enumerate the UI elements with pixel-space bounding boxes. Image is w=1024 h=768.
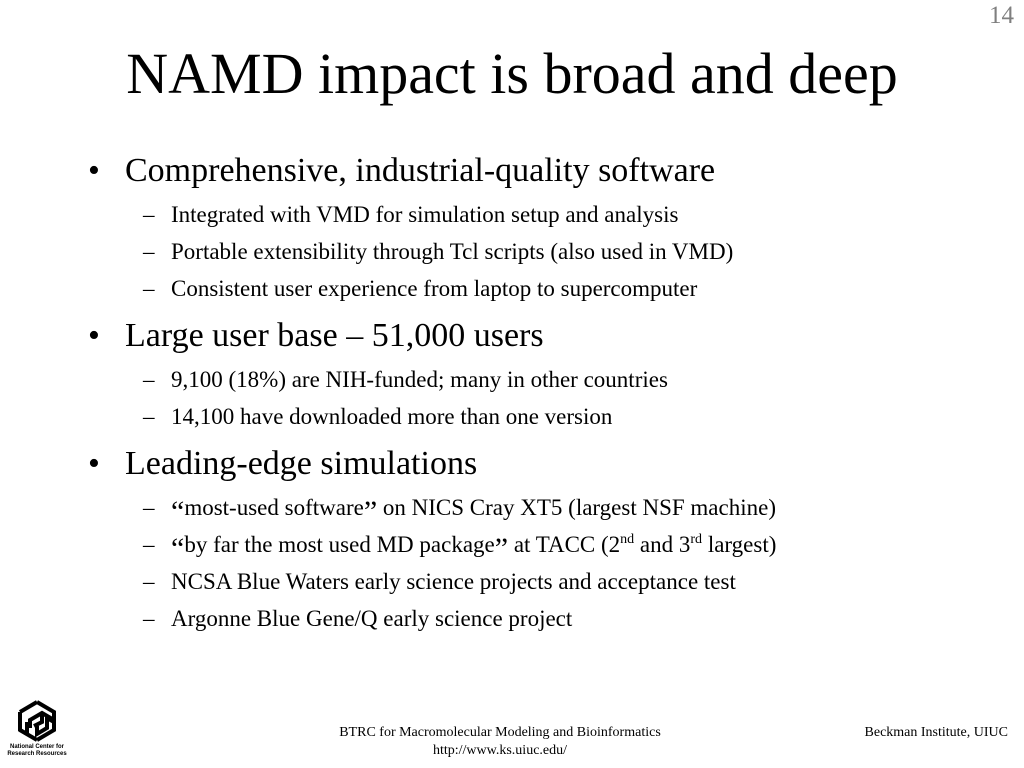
dash-marker: – (143, 532, 155, 557)
sub-bullet-text: “by far the most used MD package” at TAC… (171, 526, 777, 565)
dash-marker: – (143, 239, 155, 264)
sub-bullet-part: largest) (702, 532, 777, 557)
sub-bullet-item: – 9,100 (18%) are NIH-funded; many in ot… (88, 361, 988, 398)
close-quote: ” (363, 495, 378, 528)
superscript: nd (620, 532, 635, 547)
bullet-item: • Comprehensive, industrial-quality soft… (88, 150, 988, 192)
footer-url: http://www.ks.uiuc.edu/ (432, 743, 568, 758)
slide-title: NAMD impact is broad and deep (126, 41, 898, 106)
sub-bullet-item: – “most-used software” on NICS Cray XT5 … (88, 489, 988, 528)
logo-caption: National Center for Research Resources (6, 744, 68, 758)
slide-number: 14 (989, 2, 1014, 29)
dash-marker: – (143, 404, 155, 429)
dash-marker: – (143, 606, 155, 631)
sub-bullet-text: NCSA Blue Waters early science projects … (171, 569, 736, 594)
dash-marker: – (143, 569, 155, 594)
footer-center: BTRC for Macromolecular Modeling and Bio… (0, 724, 1000, 760)
slide-body: • Comprehensive, industrial-quality soft… (88, 150, 988, 645)
bullet-text: Leading-edge simulations (125, 445, 478, 482)
close-quote: ” (494, 532, 509, 565)
footer-institution: Beckman Institute, UIUC (864, 725, 1008, 740)
footer-org: BTRC for Macromolecular Modeling and Bio… (339, 725, 661, 740)
sub-bullet-text: 14,100 have downloaded more than one ver… (171, 404, 613, 429)
superscript: rd (690, 532, 703, 547)
sub-bullet-text: “most-used software” on NICS Cray XT5 (l… (171, 489, 776, 528)
bullet-item: • Large user base – 51,000 users (88, 315, 988, 357)
open-quote: “ (171, 495, 185, 528)
sub-bullet-text: Portable extensibility through Tcl scrip… (171, 239, 734, 264)
sub-bullet-text: Argonne Blue Gene/Q early science projec… (171, 606, 573, 631)
sub-bullet-item: – 14,100 have downloaded more than one v… (88, 398, 988, 435)
logo-caption-line: Research Resources (7, 751, 67, 757)
bullet-marker: • (88, 317, 100, 354)
dash-marker: – (143, 495, 155, 520)
logo-caption-line: National Center for (9, 744, 64, 750)
sub-bullet-list: – Integrated with VMD for simulation set… (88, 196, 988, 307)
ncsa-logo: National Center for Research Resources (6, 698, 68, 764)
bullet-marker: • (88, 445, 100, 482)
sub-bullet-item: – Argonne Blue Gene/Q early science proj… (88, 600, 988, 637)
sub-bullet-rest: on NICS Cray XT5 (largest NSF machine) (377, 495, 776, 520)
sub-bullet-item: – Portable extensibility through Tcl scr… (88, 233, 988, 270)
sub-bullet-list: – 9,100 (18%) are NIH-funded; many in ot… (88, 361, 988, 435)
quoted-text: by far the most used MD package (184, 532, 495, 557)
sub-bullet-part: at TACC (2 (508, 532, 621, 557)
dash-marker: – (143, 202, 155, 227)
sub-bullet-item: – “by far the most used MD package” at T… (88, 526, 988, 565)
ncsa-logo-icon (18, 700, 56, 742)
sub-bullet-text: Consistent user experience from laptop t… (171, 276, 698, 301)
open-quote: “ (171, 532, 185, 565)
bullet-marker: • (88, 152, 100, 189)
dash-marker: – (143, 367, 155, 392)
bullet-text: Large user base – 51,000 users (125, 317, 544, 354)
sub-bullet-part: and 3 (634, 532, 691, 557)
bullet-item: • Leading-edge simulations (88, 443, 988, 485)
sub-bullet-item: – NCSA Blue Waters early science project… (88, 563, 988, 600)
sub-bullet-list: – “most-used software” on NICS Cray XT5 … (88, 489, 988, 637)
sub-bullet-text: 9,100 (18%) are NIH-funded; many in othe… (171, 367, 668, 392)
sub-bullet-item: – Integrated with VMD for simulation set… (88, 196, 988, 233)
bullet-text: Comprehensive, industrial-quality softwa… (125, 152, 716, 189)
slide-footer: BTRC for Macromolecular Modeling and Bio… (0, 724, 1024, 768)
dash-marker: – (143, 276, 155, 301)
sub-bullet-item: – Consistent user experience from laptop… (88, 270, 988, 307)
sub-bullet-text: Integrated with VMD for simulation setup… (171, 202, 679, 227)
quoted-text: most-used software (184, 495, 364, 520)
